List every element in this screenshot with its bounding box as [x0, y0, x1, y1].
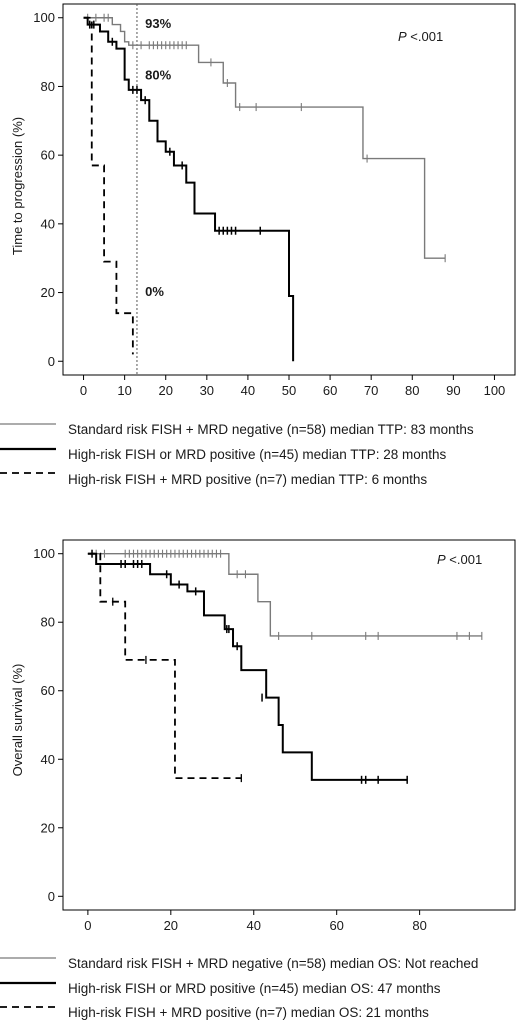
- survival-curve-gray: [87, 553, 482, 637]
- legend-label: High-risk FISH + MRD positive (n=7) medi…: [68, 1005, 429, 1020]
- y-tick-label: 20: [41, 285, 55, 300]
- x-tick-label: 50: [282, 383, 296, 398]
- y-tick-label: 0: [48, 889, 55, 904]
- ttp-p-value: P <.001: [398, 29, 443, 44]
- x-tick-label: 60: [329, 918, 343, 933]
- os-chart: Overall survival (%) P <.001 0 20 40 60 80 0 2…: [10, 539, 516, 933]
- ttp-y-axis-label: Time to progression (%): [10, 117, 25, 255]
- y-tick-label: 20: [41, 820, 55, 835]
- legend-label: High-risk FISH or MRD positive (n=45) me…: [68, 447, 447, 462]
- y-tick-label: 80: [41, 615, 55, 630]
- x-tick-label: 40: [241, 383, 255, 398]
- ttp-ticks: 0 10 20 30 40 50 60 70 80 90 100 0 20 40 60 80 100: [33, 10, 505, 398]
- x-tick-label: 30: [200, 383, 214, 398]
- os-legend: Standard risk FISH + MRD negative (n=58)…: [0, 956, 478, 1020]
- x-tick-label: 100: [484, 383, 506, 398]
- x-tick-label: 40: [247, 918, 261, 933]
- ttp-legend-item-standard: Standard risk FISH + MRD negative (n=58)…: [0, 422, 474, 437]
- x-tick-label: 10: [117, 383, 131, 398]
- y-tick-label: 100: [33, 546, 55, 561]
- survival-curve-gray: [83, 17, 446, 259]
- os-legend-item-standard: Standard risk FISH + MRD negative (n=58)…: [0, 956, 478, 971]
- y-tick-label: 60: [41, 683, 55, 698]
- ttp-marks: [83, 4, 446, 375]
- y-tick-label: 80: [41, 79, 55, 94]
- os-marks: [87, 549, 483, 784]
- ttp-plot-frame: [62, 3, 516, 376]
- y-tick-label: 100: [33, 10, 55, 25]
- percent-annotation: 80%: [145, 68, 171, 83]
- x-tick-label: 90: [446, 383, 460, 398]
- x-tick-label: 80: [405, 383, 419, 398]
- ttp-chart: Time to progression (%) P <.001 0 10 20 30 4…: [10, 3, 516, 398]
- percent-annotation: 93%: [145, 16, 171, 31]
- ttp-legend-item-high-risk-dashed: High-risk FISH + MRD positive (n=7) medi…: [0, 472, 427, 487]
- percent-annotation: 0%: [145, 284, 164, 299]
- legend-label: High-risk FISH + MRD positive (n=7) medi…: [68, 472, 427, 487]
- survival-curve-dashed: [83, 16, 134, 355]
- ttp-legend-item-high-risk: High-risk FISH or MRD positive (n=45) me…: [0, 447, 447, 462]
- os-legend-item-high-risk-dashed: High-risk FISH + MRD positive (n=7) medi…: [0, 1005, 429, 1020]
- y-tick-label: 0: [48, 354, 55, 369]
- os-ticks: 0 20 40 60 80 0 20 40 60 80 100: [33, 546, 427, 933]
- survival-curve-dashed: [87, 552, 242, 780]
- ttp-annotations: 93% 80% 0%: [145, 16, 171, 299]
- y-tick-label: 40: [41, 752, 55, 767]
- os-plot-frame: [62, 539, 516, 911]
- legend-label: Standard risk FISH + MRD negative (n=58)…: [68, 956, 478, 971]
- legend-label: High-risk FISH or MRD positive (n=45) me…: [68, 981, 441, 996]
- x-tick-label: 70: [364, 383, 378, 398]
- y-tick-label: 60: [41, 148, 55, 163]
- x-tick-label: 20: [164, 918, 178, 933]
- ttp-legend: Standard risk FISH + MRD negative (n=58)…: [0, 422, 474, 487]
- x-tick-label: 60: [323, 383, 337, 398]
- x-tick-label: 80: [412, 918, 426, 933]
- x-tick-label: 0: [80, 383, 87, 398]
- legend-label: Standard risk FISH + MRD negative (n=58)…: [68, 422, 474, 437]
- x-tick-label: 0: [84, 918, 91, 933]
- survival-curve-solid: [87, 552, 408, 781]
- survival-curve-solid: [83, 16, 295, 362]
- os-legend-item-high-risk: High-risk FISH or MRD positive (n=45) me…: [0, 981, 441, 996]
- os-p-value: P <.001: [437, 552, 482, 567]
- y-tick-label: 40: [41, 216, 55, 231]
- os-y-axis-label: Overall survival (%): [10, 664, 25, 777]
- x-tick-label: 20: [158, 383, 172, 398]
